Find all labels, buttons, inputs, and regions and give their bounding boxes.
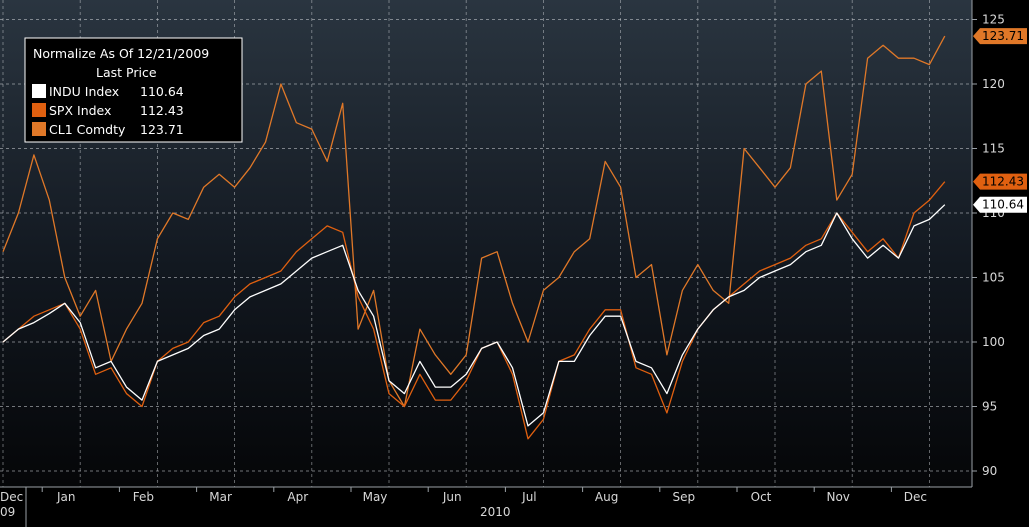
x-tick-label: Oct	[751, 490, 772, 504]
legend-value-spx: 112.43	[140, 103, 184, 118]
legend-value-cl1: 123.71	[140, 122, 184, 137]
last-price-badges: 110.64 112.43 123.71	[973, 28, 1027, 213]
x-tick-label: Mar	[209, 490, 232, 504]
x-axis-start-label: Dec	[0, 490, 23, 504]
x-axis-ticks: Jan Feb Mar Apr May Jun Jul Aug Sep Oct Nov Dec	[25, 487, 927, 527]
x-tick-label: Aug	[595, 490, 618, 504]
badge-value: 123.71	[982, 29, 1024, 43]
series-line-cl1	[2, 35, 946, 408]
x-tick-label: Apr	[287, 490, 308, 504]
legend-swatch-spx	[32, 103, 46, 117]
series-line-spx	[2, 181, 946, 440]
x-axis-start-sublabel: 09	[0, 505, 15, 519]
last-price-badge-indu: 110.64	[973, 196, 1027, 213]
legend-title: Normalize As Of 12/21/2009	[33, 46, 209, 61]
legend-label-cl1: CL1 Comdty	[49, 122, 126, 137]
legend-box	[24, 37, 243, 143]
legend-swatch-cl1	[32, 122, 46, 136]
badge-shape	[973, 28, 1027, 45]
badge-shape	[973, 173, 1027, 190]
y-tick-label: 100	[982, 335, 1005, 349]
legend: Normalize As Of 12/21/2009 Last Price IN…	[24, 37, 243, 143]
last-price-badge-spx: 112.43	[973, 173, 1027, 190]
y-tick-label: 90	[982, 464, 997, 478]
y-tick-label: 125	[982, 13, 1005, 27]
x-tick-label: Jul	[521, 490, 536, 504]
x-tick-label: Sep	[672, 490, 695, 504]
x-tick-label: Jun	[442, 490, 462, 504]
x-axis-year-label: 2010	[480, 505, 511, 519]
badge-value: 112.43	[982, 175, 1024, 189]
legend-swatch-indu	[32, 84, 46, 98]
y-tick-label: 120	[982, 77, 1005, 91]
y-tick-label: 105	[982, 271, 1005, 285]
legend-value-indu: 110.64	[140, 84, 184, 99]
y-tick-label: 115	[982, 142, 1005, 156]
x-tick-label: May	[363, 490, 388, 504]
legend-label-spx: SPX Index	[49, 103, 111, 118]
x-tick-label: Dec	[904, 490, 927, 504]
badge-value: 110.64	[982, 198, 1024, 212]
legend-label-indu: INDU Index	[49, 84, 119, 99]
badge-shape	[973, 196, 1027, 213]
last-price-badge-cl1: 123.71	[973, 28, 1027, 45]
legend-subtitle: Last Price	[96, 65, 157, 80]
grid-lines	[0, 0, 972, 487]
x-tick-label: Jan	[56, 490, 76, 504]
y-tick-label: 95	[982, 400, 997, 414]
x-tick-label: Feb	[133, 490, 154, 504]
x-tick-label: Nov	[826, 490, 849, 504]
series-lines	[2, 35, 946, 440]
series-line-indu	[2, 204, 946, 427]
